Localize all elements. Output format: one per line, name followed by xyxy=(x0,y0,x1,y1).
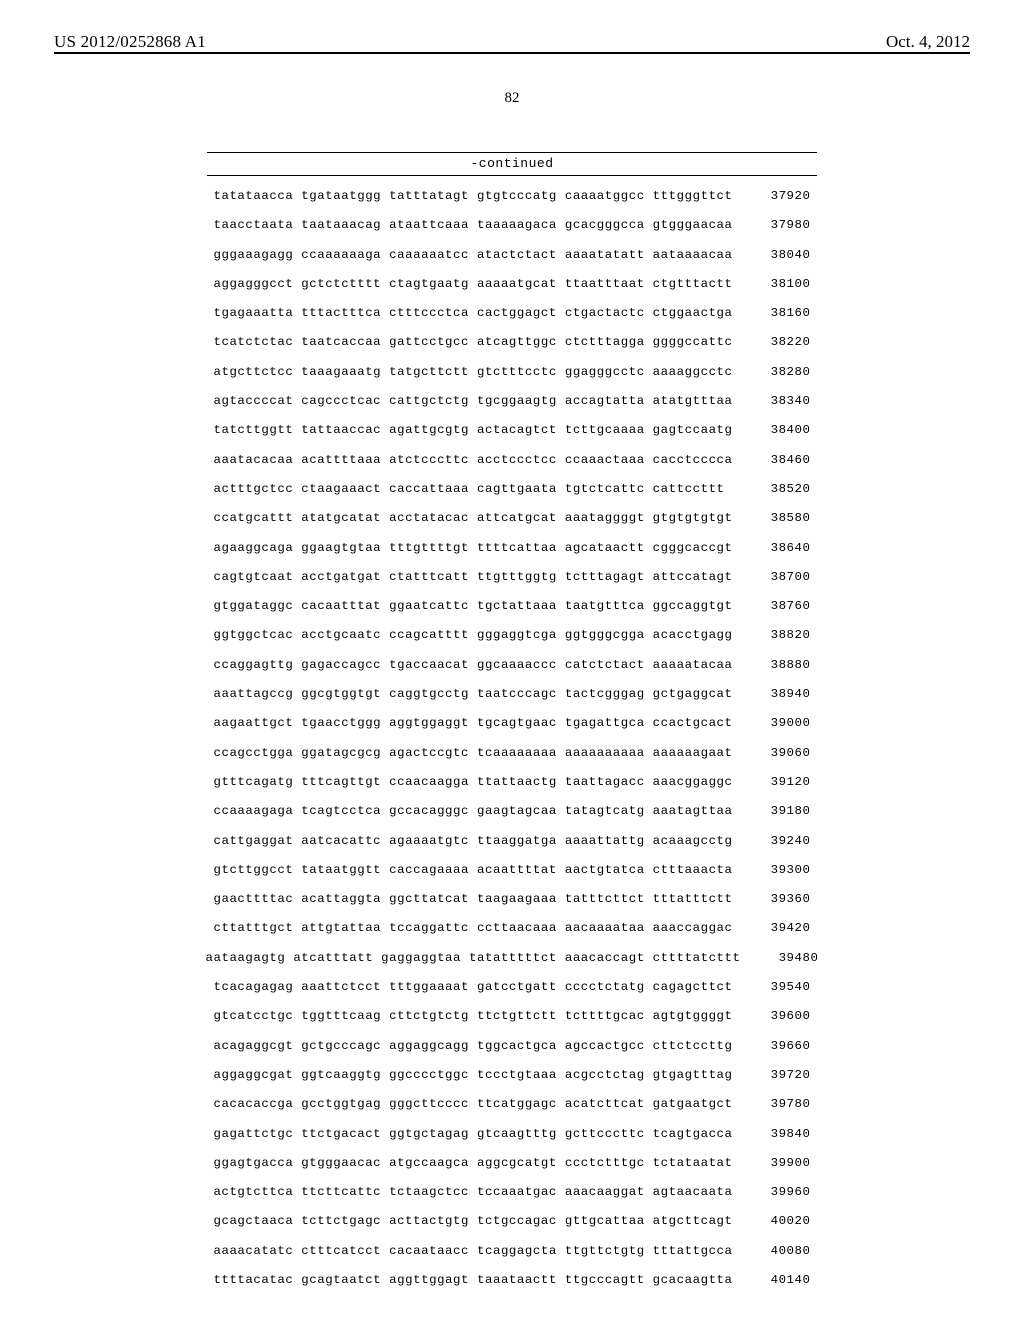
sequence-position: 37920 xyxy=(749,190,811,202)
sequence-position: 38940 xyxy=(749,688,811,700)
sequence-position: 39180 xyxy=(749,805,811,817)
sequence-row: tcacagagag aaattctcct tttggaaaat gatcctg… xyxy=(213,981,810,993)
sequence-position: 38820 xyxy=(749,629,811,641)
sequence-position: 39240 xyxy=(749,835,811,847)
sequence-position: 38700 xyxy=(749,571,811,583)
sequence-row: acagaggcgt gctgcccagc aggaggcagg tggcact… xyxy=(213,1040,810,1052)
sequence-row: gggaaagagg ccaaaaaaga caaaaaatcc atactct… xyxy=(213,249,810,261)
sequence-position: 39540 xyxy=(749,981,811,993)
sequence-row: gtcatcctgc tggtttcaag cttctgtctg ttctgtt… xyxy=(213,1010,810,1022)
sequence-position: 39960 xyxy=(749,1186,811,1198)
sequence-row: cattgaggat aatcacattc agaaaatgtc ttaagga… xyxy=(213,835,810,847)
sequence-position: 38520 xyxy=(749,483,811,495)
sequence-row: gtcttggcct tataatggtt caccagaaaa acaattt… xyxy=(213,864,810,876)
sequence-position: 39840 xyxy=(749,1128,811,1140)
sequence-row: aggagggcct gctctctttt ctagtgaatg aaaaatg… xyxy=(213,278,810,290)
sequence-position: 39360 xyxy=(749,893,811,905)
sequence-row: gaacttttac acattaggta ggcttatcat taagaag… xyxy=(213,893,810,905)
sequence-row: gagattctgc ttctgacact ggtgctagag gtcaagt… xyxy=(213,1128,810,1140)
sequence-row: aataagagtg atcatttatt gaggaggtaa tatattt… xyxy=(205,952,818,964)
publication-date: Oct. 4, 2012 xyxy=(886,32,970,52)
sequence-position: 38640 xyxy=(749,542,811,554)
sequence-position: 37980 xyxy=(749,219,811,231)
sequence-position: 38760 xyxy=(749,600,811,612)
sequence-row: ccatgcattt atatgcatat acctatacac attcatg… xyxy=(213,512,810,524)
sequence-row: tgagaaatta tttactttca ctttccctca cactgga… xyxy=(213,307,810,319)
sequence-position: 38460 xyxy=(749,454,811,466)
sequence-row: ccaggagttg gagaccagcc tgaccaacat ggcaaaa… xyxy=(213,659,810,671)
sequence-position: 39300 xyxy=(749,864,811,876)
sequence-position: 39480 xyxy=(757,952,819,964)
sequence-row: tatcttggtt tattaaccac agattgcgtg actacag… xyxy=(213,424,810,436)
sequence-row: agaaggcaga ggaagtgtaa tttgttttgt ttttcat… xyxy=(213,542,810,554)
sequence-position: 40080 xyxy=(749,1245,811,1257)
sequence-row: aggaggcgat ggtcaaggtg ggcccctggc tccctgt… xyxy=(213,1069,810,1081)
page-number: 82 xyxy=(0,90,1024,107)
sequence-row: ccaaaagaga tcagtcctca gccacagggc gaagtag… xyxy=(213,805,810,817)
sequence-position: 39420 xyxy=(749,922,811,934)
sequence-listing: tatataacca tgataatggg tatttatagt gtgtccc… xyxy=(0,190,1024,1303)
sequence-row: taacctaata taataaacag ataattcaaa taaaaag… xyxy=(213,219,810,231)
sequence-position: 40140 xyxy=(749,1274,811,1286)
sequence-row: aaaacatatc ctttcatcct cacaataacc tcaggag… xyxy=(213,1245,810,1257)
sequence-position: 39060 xyxy=(749,747,811,759)
sequence-position: 39660 xyxy=(749,1040,811,1052)
sequence-position: 39600 xyxy=(749,1010,811,1022)
sequence-position: 38880 xyxy=(749,659,811,671)
sequence-position: 39120 xyxy=(749,776,811,788)
sequence-position: 38580 xyxy=(749,512,811,524)
sequence-row: actgtcttca ttcttcattc tctaagctcc tccaaat… xyxy=(213,1186,810,1198)
sequence-row: actttgctcc ctaagaaact caccattaaa cagttga… xyxy=(213,483,810,495)
sequence-row: atgcttctcc taaagaaatg tatgcttctt gtctttc… xyxy=(213,366,810,378)
header-rule xyxy=(54,52,970,54)
sequence-row: gtttcagatg tttcagttgt ccaacaagga ttattaa… xyxy=(213,776,810,788)
continued-block: -continued xyxy=(0,152,1024,176)
sequence-row: ggtggctcac acctgcaatc ccagcatttt gggaggt… xyxy=(213,629,810,641)
publication-number: US 2012/0252868 A1 xyxy=(54,32,206,51)
sequence-row: cacacaccga gcctggtgag gggcttcccc ttcatgg… xyxy=(213,1098,810,1110)
continued-rule-bottom xyxy=(207,175,817,176)
sequence-row: aaatacacaa acattttaaa atctcccttc acctccc… xyxy=(213,454,810,466)
sequence-position: 38100 xyxy=(749,278,811,290)
sequence-row: agtaccccat cagccctcac cattgctctg tgcggaa… xyxy=(213,395,810,407)
sequence-row: ccagcctgga ggatagcgcg agactccgtc tcaaaaa… xyxy=(213,747,810,759)
sequence-position: 40020 xyxy=(749,1215,811,1227)
sequence-position: 38040 xyxy=(749,249,811,261)
sequence-position: 38340 xyxy=(749,395,811,407)
sequence-position: 38160 xyxy=(749,307,811,319)
continued-rule-top xyxy=(207,152,817,153)
sequence-row: cagtgtcaat acctgatgat ctatttcatt ttgtttg… xyxy=(213,571,810,583)
sequence-row: cttatttgct attgtattaa tccaggattc ccttaac… xyxy=(213,922,810,934)
sequence-position: 39780 xyxy=(749,1098,811,1110)
sequence-row: aaattagccg ggcgtggtgt caggtgcctg taatccc… xyxy=(213,688,810,700)
sequence-row: aagaattgct tgaacctggg aggtggaggt tgcagtg… xyxy=(213,717,810,729)
sequence-row: gcagctaaca tcttctgagc acttactgtg tctgcca… xyxy=(213,1215,810,1227)
continued-label: -continued xyxy=(470,156,553,171)
sequence-row: ggagtgacca gtgggaacac atgccaagca aggcgca… xyxy=(213,1157,810,1169)
sequence-position: 38400 xyxy=(749,424,811,436)
sequence-row: tatataacca tgataatggg tatttatagt gtgtccc… xyxy=(213,190,810,202)
sequence-position: 38220 xyxy=(749,336,811,348)
sequence-row: tcatctctac taatcaccaa gattcctgcc atcagtt… xyxy=(213,336,810,348)
sequence-position: 39720 xyxy=(749,1069,811,1081)
sequence-row: gtggataggc cacaatttat ggaatcattc tgctatt… xyxy=(213,600,810,612)
sequence-position: 39900 xyxy=(749,1157,811,1169)
sequence-position: 39000 xyxy=(749,717,811,729)
sequence-position: 38280 xyxy=(749,366,811,378)
sequence-row: ttttacatac gcagtaatct aggttggagt taaataa… xyxy=(213,1274,810,1286)
